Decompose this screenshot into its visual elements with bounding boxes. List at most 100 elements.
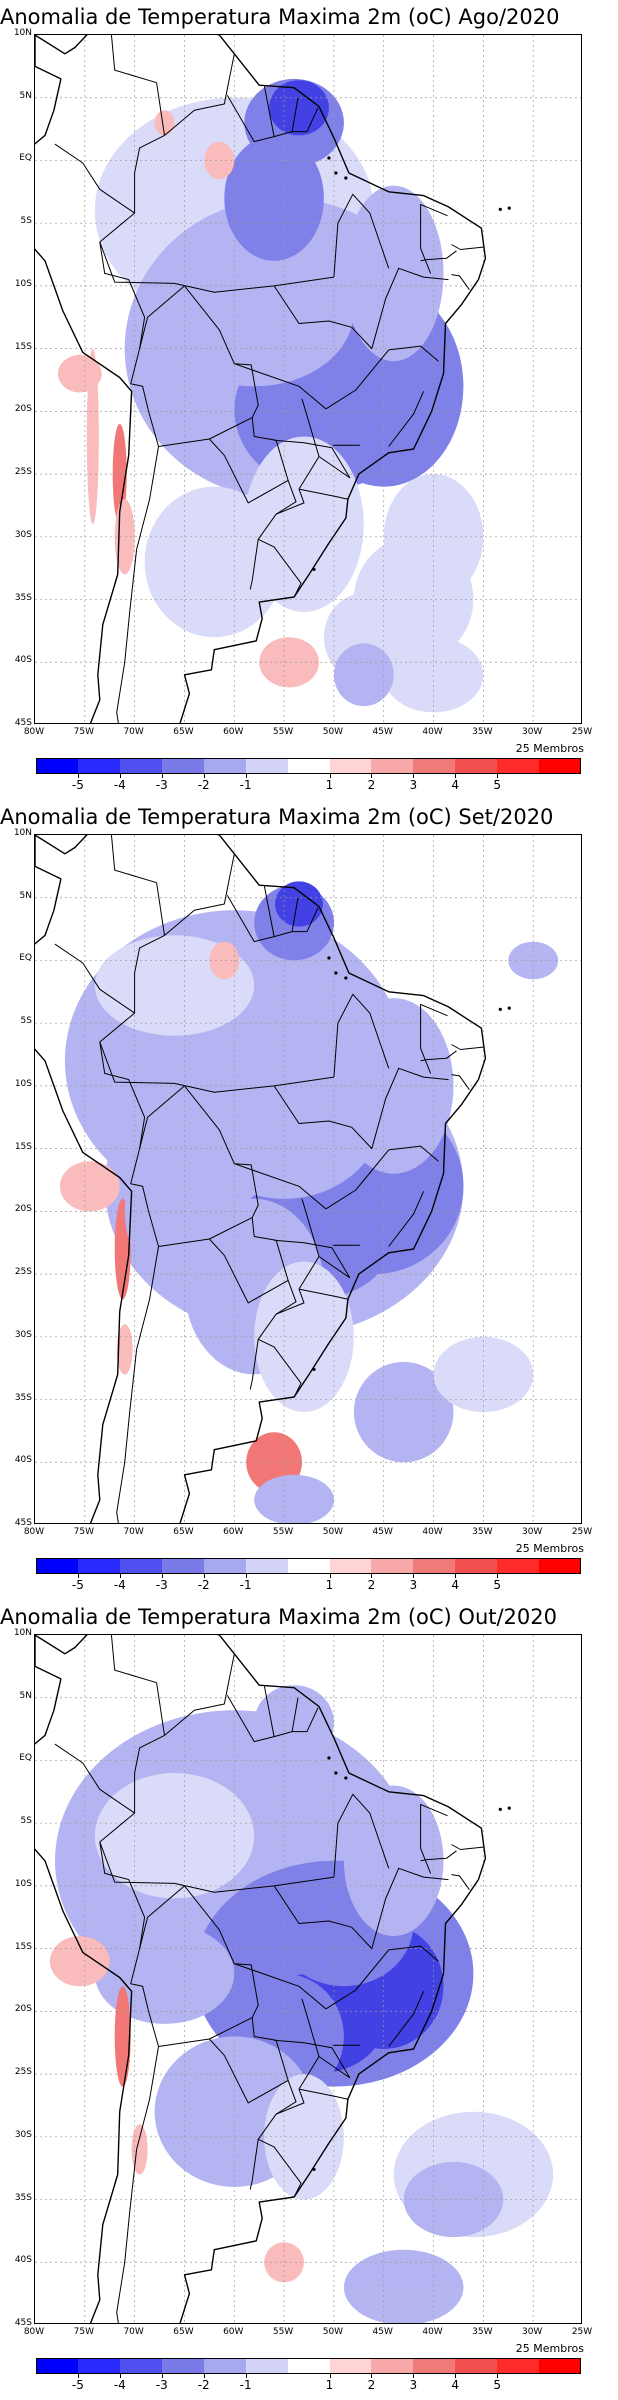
lon-tick-label: 70W (123, 727, 144, 737)
colorbar-swatch (203, 2358, 247, 2374)
island-mark (334, 971, 338, 975)
border-line (273, 1867, 449, 1950)
island-mark (334, 171, 338, 175)
border-line (292, 107, 319, 133)
anomaly-region (259, 637, 319, 688)
colorbar-swatch (371, 758, 414, 774)
colorbar-swatch (119, 1558, 163, 1574)
lon-tick-label: 55W (272, 727, 294, 737)
border-line (274, 439, 351, 479)
lon-tick-label: 35W (472, 727, 493, 737)
border-line (110, 1635, 165, 1736)
lon-tick-label: 65W (173, 727, 194, 737)
colorbar-swatch (287, 758, 330, 774)
lon-tick-label: 70W (123, 1527, 144, 1537)
border-line (298, 1256, 349, 1300)
lat-tick-label: 10N (13, 828, 32, 838)
lat-tick-label: 40S (14, 2255, 32, 2266)
border-line (234, 1945, 439, 2010)
lon-tick-label: 30W (521, 1527, 543, 1537)
lat-tick-label: 25S (14, 1267, 32, 1278)
colorbar-label: -4 (113, 1578, 126, 1592)
colorbar-swatch (36, 758, 79, 774)
lat-tick-label: 45S (14, 2318, 32, 2328)
lon-tick-label: 35W (472, 2327, 493, 2337)
anomaly-map (35, 1635, 581, 2323)
border-line (99, 1841, 334, 1893)
colorbar-label: -4 (113, 778, 126, 792)
colorbar-label: -1 (239, 2378, 252, 2392)
border-line (451, 1044, 485, 1050)
lon-tick-label: 30W (521, 2327, 543, 2337)
border-line (99, 1734, 165, 1984)
lat-tick-label: 5N (19, 1690, 32, 1701)
border-line (99, 241, 334, 293)
border-line (333, 193, 390, 278)
lat-tick-label: 5N (19, 890, 32, 901)
lon-tick-label: 45W (372, 2327, 393, 2337)
border-line (420, 1003, 448, 1074)
colorbar-tick (413, 1574, 415, 1578)
border-line (292, 1707, 319, 1733)
anomaly-region (323, 1773, 384, 1849)
colorbar-swatch (245, 758, 288, 774)
colorbar-label: -2 (197, 778, 210, 792)
colorbar-swatch (539, 1558, 582, 1574)
colorbar-swatch (497, 1558, 540, 1574)
border-line (275, 1288, 305, 1315)
anomaly-region (112, 423, 127, 525)
anomaly-region (209, 941, 240, 980)
border-line (451, 1844, 485, 1850)
border-line (82, 962, 135, 1014)
lat-tick-label: 15S (14, 1941, 32, 1952)
anomaly-region (264, 2242, 304, 2283)
island-mark (312, 567, 316, 572)
anomaly-region (49, 1936, 110, 1987)
anomaly-region (86, 348, 99, 525)
lat-tick-label: 10S (14, 1078, 32, 1089)
members-label: 25 Membros (515, 2342, 584, 2355)
colorbar-label: -5 (71, 1578, 84, 1592)
colorbar-label: 4 (451, 1578, 459, 1592)
panel-title: Anomalia de Temperatura Maxima 2m (oC) O… (0, 1605, 558, 1629)
lon-tick-label: 45W (372, 1527, 393, 1537)
lat-tick-label: 40S (14, 1455, 32, 1466)
colorbar-swatch (119, 758, 163, 774)
colorbar-tick (371, 774, 373, 778)
lat-tick-label: 25S (14, 467, 32, 478)
anomaly-region (94, 1923, 235, 2024)
anomaly-region (343, 2249, 464, 2323)
island-mark (498, 1807, 502, 1811)
border-line (110, 35, 165, 136)
border-line (263, 85, 275, 137)
border-line (116, 2046, 159, 2323)
colorbar-swatch (119, 2358, 163, 2374)
colorbar-swatch (497, 2358, 540, 2374)
lon-tick-label: 75W (73, 2327, 94, 2337)
colorbar-swatch (36, 1558, 79, 1574)
anomaly-region (275, 881, 323, 927)
anomaly-region (114, 1986, 131, 2087)
lon-tick-label: 25W (571, 727, 593, 737)
colorbar-swatch (161, 2358, 205, 2374)
colorbar-label: -1 (239, 778, 252, 792)
border-line (298, 2056, 349, 2100)
lon-tick-label: 50W (322, 1527, 344, 1537)
island-mark (344, 176, 348, 180)
border-line (274, 1239, 351, 1279)
border-line (249, 1339, 259, 1390)
colorbar-tick (371, 2374, 373, 2378)
colorbar-label: -5 (71, 2378, 84, 2392)
border-line (263, 1685, 275, 1737)
colorbar-tick (371, 1574, 373, 1578)
colorbar-swatch (497, 758, 540, 774)
anomaly-region (144, 486, 284, 638)
lon-tick-label: 80W (23, 1527, 45, 1537)
lat-tick-label: 10N (13, 28, 32, 38)
border-line (99, 134, 165, 384)
colorbar-tick (203, 2374, 205, 2378)
country-borders (54, 1635, 485, 2323)
lon-tick-label: 25W (571, 1527, 593, 1537)
island-mark (334, 1771, 338, 1775)
colorbar-tick (203, 1574, 205, 1578)
